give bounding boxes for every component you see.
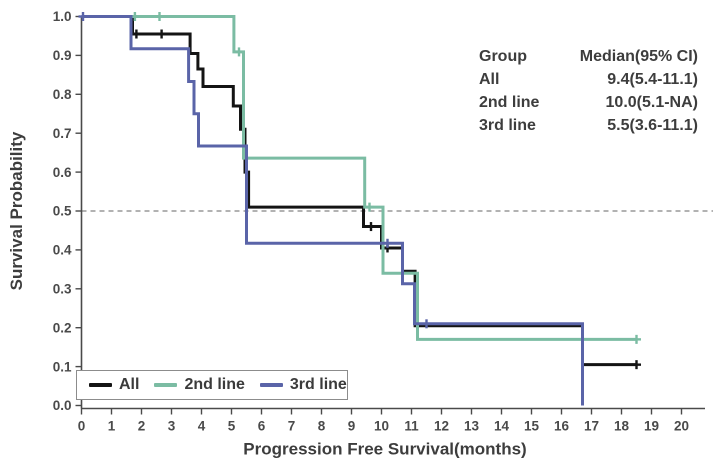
median-table-value: 5.5(3.6-11.1) bbox=[607, 117, 698, 134]
x-tick-label: 9 bbox=[348, 419, 356, 434]
x-tick-label: 8 bbox=[318, 419, 326, 434]
y-tick-label: 0.4 bbox=[53, 243, 72, 258]
x-tick-label: 11 bbox=[404, 419, 419, 434]
x-tick-label: 1 bbox=[108, 419, 116, 434]
axis-tick-labels: 0.00.10.20.30.40.50.60.70.80.91.00 1 2 3 4 5 6… bbox=[53, 9, 689, 433]
legend: All 2nd line 3rd line bbox=[76, 370, 348, 400]
y-tick-label: 0.5 bbox=[53, 204, 72, 219]
median-table-header: Group Median(95% CI) bbox=[479, 45, 698, 68]
median-ci-table: Group Median(95% CI) All 9.4(5.4-11.1) 2… bbox=[479, 45, 698, 137]
median-table-value: 9.4(5.4-11.1) bbox=[607, 71, 698, 88]
median-table-group-label: 2nd line bbox=[479, 94, 540, 111]
x-tick-label: 6 bbox=[258, 419, 266, 434]
x-tick-label: 7 bbox=[288, 419, 296, 434]
x-tick-label: 18 bbox=[614, 419, 630, 434]
median-table-value: 10.0(5.1-NA) bbox=[605, 94, 698, 111]
x-tick-label: 3 bbox=[168, 419, 176, 434]
series-2nd-line bbox=[81, 12, 641, 344]
median-table-row-3rd-line: 3rd line 5.5(3.6-11.1) bbox=[479, 114, 698, 137]
legend-swatch-3rd-line bbox=[259, 383, 283, 387]
y-tick-label: 0.8 bbox=[53, 87, 72, 102]
y-tick-label: 0.0 bbox=[53, 398, 72, 413]
legend-swatch-all bbox=[89, 383, 112, 387]
x-tick-label: 13 bbox=[464, 419, 480, 434]
x-tick-label: 10 bbox=[374, 419, 389, 434]
legend-item-all: All bbox=[89, 377, 139, 393]
median-table-row-all: All 9.4(5.4-11.1) bbox=[479, 68, 698, 91]
x-tick-label: 16 bbox=[554, 419, 570, 434]
y-tick-label: 0.1 bbox=[53, 359, 72, 374]
y-tick-label: 0.2 bbox=[53, 320, 72, 335]
x-tick-label: 15 bbox=[524, 419, 540, 434]
x-tick-label: 20 bbox=[674, 419, 689, 434]
x-tick-label: 14 bbox=[494, 419, 510, 434]
median-table-header-median: Median(95% CI) bbox=[579, 48, 698, 65]
y-tick-label: 0.6 bbox=[53, 165, 72, 180]
survival-curve bbox=[81, 15, 584, 406]
x-tick-label: 4 bbox=[198, 419, 206, 434]
median-table-row-2nd-line: 2nd line 10.0(5.1-NA) bbox=[479, 91, 698, 114]
survival-curve bbox=[81, 15, 637, 341]
legend-swatch-2nd-line bbox=[154, 383, 178, 387]
median-table-group-label: 3rd line bbox=[479, 117, 536, 134]
x-tick-label: 5 bbox=[228, 419, 236, 434]
x-tick-label: 2 bbox=[138, 419, 146, 434]
x-axis-title: Progression Free Survival(months) bbox=[243, 440, 526, 459]
median-table-group-label: All bbox=[479, 71, 500, 88]
median-table-header-group: Group bbox=[479, 48, 527, 65]
y-tick-label: 0.9 bbox=[53, 48, 72, 63]
x-tick-label: 17 bbox=[584, 419, 599, 434]
y-tick-label: 0.3 bbox=[53, 282, 72, 297]
x-tick-label: 0 bbox=[78, 419, 86, 434]
series-3rd-line bbox=[78, 12, 584, 406]
x-tick-label: 19 bbox=[644, 419, 659, 434]
y-axis-title: Survival Probability bbox=[7, 131, 26, 290]
axes bbox=[80, 16, 705, 410]
legend-item-3rd-line: 3rd line bbox=[259, 376, 347, 393]
y-tick-label: 1.0 bbox=[53, 9, 72, 24]
x-tick-label: 12 bbox=[434, 419, 449, 434]
axis-titles: Progression Free Survival(months) Surviva… bbox=[7, 131, 527, 458]
legend-label-2nd-line: 2nd line bbox=[184, 376, 245, 393]
y-tick-label: 0.7 bbox=[53, 126, 72, 141]
legend-label-all: All bbox=[119, 376, 140, 393]
legend-label-3rd-line: 3rd line bbox=[289, 376, 347, 393]
legend-item-2nd-line: 2nd line bbox=[154, 376, 245, 393]
